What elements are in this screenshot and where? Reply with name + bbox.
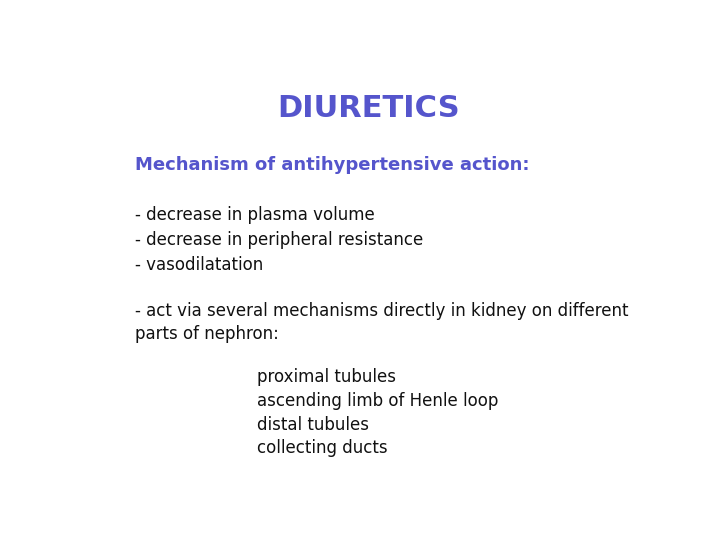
Text: - act via several mechanisms directly in kidney on different
parts of nephron:: - act via several mechanisms directly in… [135, 302, 628, 343]
Text: - decrease in plasma volume: - decrease in plasma volume [135, 206, 374, 224]
Text: proximal tubules
ascending limb of Henle loop
distal tubules
collecting ducts: proximal tubules ascending limb of Henle… [258, 368, 499, 457]
Text: Mechanism of antihypertensive action:: Mechanism of antihypertensive action: [135, 156, 529, 174]
Text: - decrease in peripheral resistance: - decrease in peripheral resistance [135, 231, 423, 249]
Text: DIURETICS: DIURETICS [278, 94, 460, 123]
Text: - vasodilatation: - vasodilatation [135, 256, 263, 274]
